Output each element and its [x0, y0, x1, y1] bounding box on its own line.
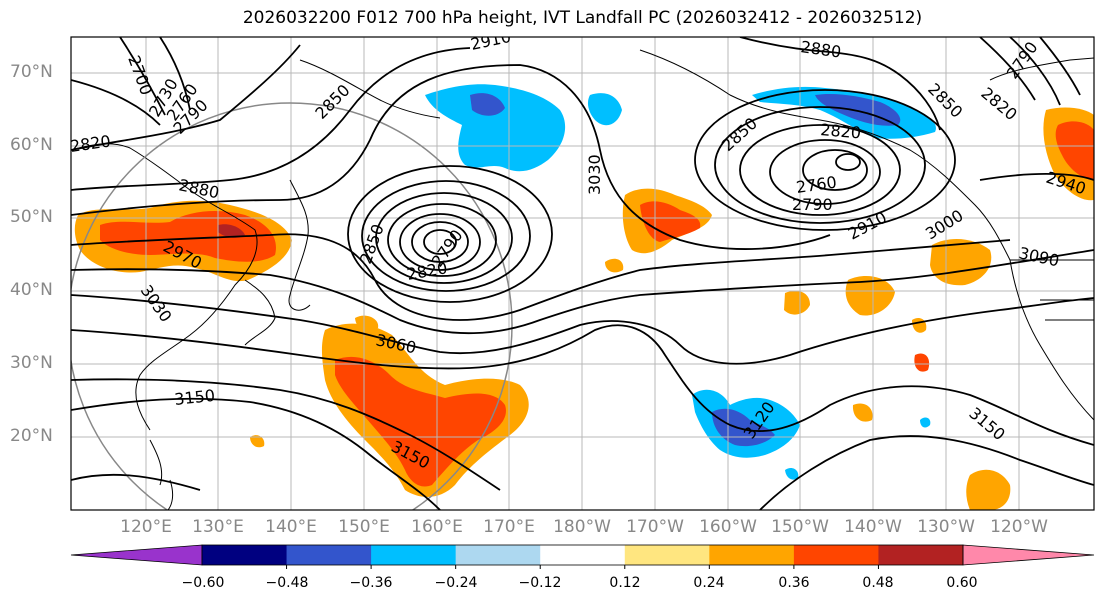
- colorbar-segment: [540, 545, 626, 565]
- colorbar-segment: [709, 545, 795, 565]
- lat-label: 30°N: [10, 353, 53, 373]
- lat-label: 40°N: [10, 280, 53, 300]
- lon-label: 170°W: [626, 517, 684, 537]
- colorbar-frame: [201, 544, 964, 566]
- lat-label: 60°N: [10, 135, 53, 155]
- lat-label: 20°N: [10, 426, 53, 446]
- colorbar-extend-high: [962, 544, 1095, 566]
- colorbar-segment: [455, 545, 541, 565]
- colorbar-tick-label: −0.36: [349, 575, 393, 591]
- colorbar-tick-label: −0.60: [181, 575, 225, 591]
- colorbar-tick-label: −0.48: [265, 575, 309, 591]
- positive-ivt-areas: [74, 107, 1094, 510]
- contour-label: 2820: [820, 120, 862, 142]
- colorbar-extend-low: [70, 544, 203, 566]
- colorbar-tick-label: −0.24: [434, 575, 478, 591]
- map-frame: [70, 36, 1095, 511]
- colorbar-tick-label: −0.12: [518, 575, 562, 591]
- colorbar-tick-label: 0.60: [946, 575, 978, 591]
- colorbar-tick-label: 0.24: [693, 575, 725, 591]
- lon-label: 150°E: [338, 517, 390, 537]
- lon-label: 180°W: [553, 517, 611, 537]
- lon-label: 130°W: [917, 517, 975, 537]
- lon-label: 140°W: [844, 517, 902, 537]
- colorbar-tick-label: 0.48: [862, 575, 894, 591]
- colorbar-segment: [878, 545, 964, 565]
- lat-label: 50°N: [10, 207, 53, 227]
- height-contours: [71, 37, 1094, 510]
- contour-label: 3030: [585, 154, 604, 195]
- lon-label: 170°E: [483, 517, 535, 537]
- landfall-region-circle: [71, 102, 513, 510]
- colorbar: [70, 544, 1095, 569]
- contour-label: 2790: [792, 195, 833, 214]
- lon-label: 120°W: [990, 517, 1048, 537]
- contour-label: 3150: [173, 386, 215, 409]
- lon-label: 130°E: [192, 517, 244, 537]
- colorbar-segment: [624, 545, 710, 565]
- lon-label: 140°E: [265, 517, 317, 537]
- colorbar-segment: [371, 545, 457, 565]
- lon-label: 160°W: [699, 517, 757, 537]
- coastlines: [71, 49, 1094, 510]
- lat-label: 70°N: [10, 62, 53, 82]
- lon-label: 120°E: [120, 517, 172, 537]
- colorbar-tick-label: 0.36: [778, 575, 810, 591]
- lon-label: 150°W: [771, 517, 829, 537]
- map-title: 2026032200 F012 700 hPa height, IVT Land…: [242, 8, 923, 28]
- lon-label: 160°E: [411, 517, 463, 537]
- colorbar-segment: [286, 545, 372, 565]
- colorbar-segment: [793, 545, 879, 565]
- colorbar-tick-label: 0.12: [609, 575, 641, 591]
- colorbar-segment: [202, 545, 288, 565]
